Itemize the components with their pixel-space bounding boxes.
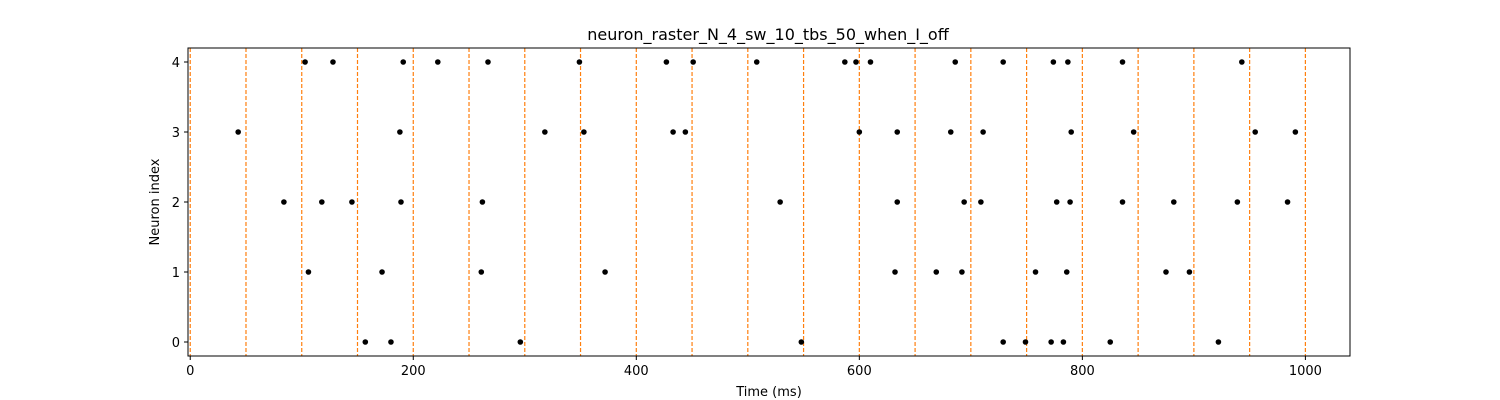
spike-point: [400, 59, 407, 65]
spike-point: [1065, 59, 1071, 65]
spike-point: [1284, 199, 1291, 205]
spike-point: [1130, 129, 1137, 135]
y-axis-ticks: 0 1 2 3 4: [172, 56, 188, 351]
spike-point: [959, 269, 965, 275]
spike-point: [397, 129, 403, 135]
spike-point: [1215, 339, 1222, 345]
x-axis-label: Time (ms): [735, 385, 802, 400]
x-tick-label: 600: [847, 364, 872, 379]
boundary-lines: [189, 48, 1306, 356]
spike-point: [1119, 59, 1126, 65]
spike-point: [853, 59, 859, 65]
y-tick-label: 4: [172, 56, 180, 71]
x-tick-label: 1000: [1289, 364, 1322, 379]
spike-point: [1050, 59, 1057, 65]
spike-point: [485, 59, 491, 65]
spike-point: [1119, 199, 1126, 205]
spike-point: [388, 339, 394, 345]
spike-point: [281, 199, 287, 205]
spike-point: [349, 199, 355, 205]
spike-point: [1186, 269, 1193, 275]
spike-point: [978, 199, 984, 205]
spike-point: [1060, 339, 1067, 345]
x-tick-label: 200: [401, 364, 426, 379]
spike-point: [1000, 339, 1006, 345]
spike-point: [1239, 59, 1245, 65]
spike-point: [1022, 339, 1029, 345]
spike-point: [362, 339, 369, 345]
y-tick-label: 1: [172, 266, 180, 281]
chart-title: neuron_raster_N_4_sw_10_tbs_50_when_I_of…: [587, 25, 949, 45]
x-tick-label: 800: [1070, 364, 1095, 379]
spike-point: [947, 129, 954, 135]
spike-point: [398, 199, 404, 205]
spike-point: [1252, 129, 1259, 135]
spike-point: [856, 129, 863, 135]
spike-point: [1053, 199, 1060, 205]
spike-point: [319, 199, 325, 205]
spike-point: [517, 339, 524, 345]
spike-point: [1063, 269, 1070, 275]
spike-point: [1048, 339, 1054, 345]
x-tick-label: 0: [186, 364, 194, 379]
spike-point: [434, 59, 441, 65]
spike-point: [842, 59, 848, 65]
spike-point: [1032, 269, 1039, 275]
spike-point: [1234, 199, 1241, 205]
spike-point: [682, 129, 689, 135]
spike-point: [576, 59, 583, 65]
spike-point: [379, 269, 385, 275]
spike-point: [235, 129, 241, 135]
spike-point: [690, 59, 696, 65]
spike-point: [1000, 59, 1006, 65]
spike-point: [602, 269, 608, 275]
spike-point: [1068, 129, 1075, 135]
spike-point: [670, 129, 676, 135]
spike-point: [1292, 129, 1299, 135]
spike-point: [542, 129, 548, 135]
y-tick-label: 3: [172, 126, 180, 141]
spike-point: [798, 339, 805, 345]
spike-point: [302, 59, 308, 65]
spike-points: [235, 59, 1299, 345]
spike-point: [961, 199, 967, 205]
spike-point: [1067, 199, 1073, 205]
y-tick-label: 2: [172, 196, 180, 211]
spike-point: [980, 129, 986, 135]
spike-point: [894, 199, 901, 205]
spike-point: [1107, 339, 1114, 345]
spike-point: [478, 269, 485, 275]
spike-point: [479, 199, 486, 205]
spike-point: [892, 269, 898, 275]
spike-point: [1163, 269, 1169, 275]
spike-point: [894, 129, 901, 135]
spike-point: [330, 59, 336, 65]
x-axis-ticks: 0 200 400 600 800 1000: [186, 356, 1322, 379]
y-tick-label: 0: [172, 336, 180, 351]
spike-point: [663, 59, 670, 65]
x-tick-label: 400: [624, 364, 649, 379]
plot-area: [187, 47, 1351, 357]
spike-point: [777, 199, 783, 205]
spike-point: [867, 59, 874, 65]
spike-point: [1171, 199, 1177, 205]
spike-point: [581, 129, 587, 135]
spike-point: [952, 59, 959, 65]
y-axis-label: Neuron index: [148, 158, 163, 245]
spike-point: [753, 59, 760, 65]
plot-background: [188, 48, 1350, 356]
spike-point: [933, 269, 940, 275]
spike-point: [305, 269, 312, 275]
